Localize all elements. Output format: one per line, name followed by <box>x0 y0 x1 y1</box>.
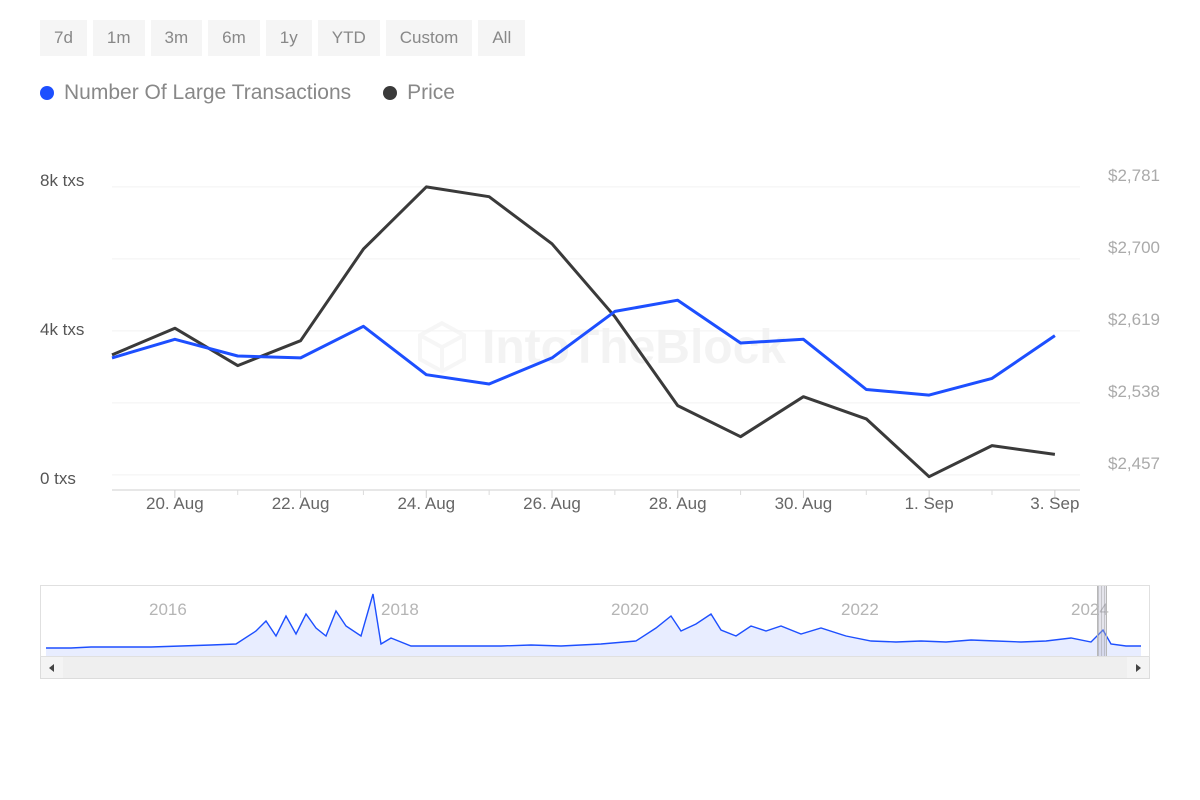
y-axis-right-label: $2,781 <box>1108 166 1160 186</box>
scroll-left-button[interactable] <box>41 657 63 678</box>
time-range-selector: 7d 1m 3m 6m 1y YTD Custom All <box>40 20 1160 56</box>
x-axis-label: 20. Aug <box>146 494 204 514</box>
y-axis-left-label: 8k txs <box>40 171 84 191</box>
x-axis-label: 24. Aug <box>397 494 455 514</box>
navigator-scrollbar[interactable] <box>40 657 1150 679</box>
legend-dot-icon <box>383 86 397 100</box>
legend-label: Price <box>407 81 455 105</box>
x-axis-label: 30. Aug <box>775 494 833 514</box>
range-btn-6m[interactable]: 6m <box>208 20 260 56</box>
range-btn-1y[interactable]: 1y <box>266 20 312 56</box>
range-btn-custom[interactable]: Custom <box>386 20 473 56</box>
range-btn-1m[interactable]: 1m <box>93 20 145 56</box>
y-axis-left-label: 0 txs <box>40 469 76 489</box>
chart-container: 7d 1m 3m 6m 1y YTD Custom All Number Of … <box>0 0 1200 800</box>
navigator-year-label: 2018 <box>381 600 419 620</box>
range-btn-3m[interactable]: 3m <box>151 20 203 56</box>
time-navigator[interactable]: 20162018202020222024 <box>40 585 1150 657</box>
navigator-year-label: 2016 <box>149 600 187 620</box>
y-axis-right-label: $2,619 <box>1108 310 1160 330</box>
legend-label: Number Of Large Transactions <box>64 81 351 105</box>
scroll-right-button[interactable] <box>1127 657 1149 678</box>
x-axis-label: 26. Aug <box>523 494 581 514</box>
navigator-year-label: 2022 <box>841 600 879 620</box>
range-btn-7d[interactable]: 7d <box>40 20 87 56</box>
legend-item-price[interactable]: Price <box>383 81 455 105</box>
chart-legend: Number Of Large Transactions Price <box>40 81 1160 105</box>
x-axis-label: 22. Aug <box>272 494 330 514</box>
y-axis-right-label: $2,700 <box>1108 238 1160 258</box>
x-axis-label: 1. Sep <box>905 494 954 514</box>
legend-item-transactions[interactable]: Number Of Large Transactions <box>40 81 351 105</box>
legend-dot-icon <box>40 86 54 100</box>
x-axis-label: 28. Aug <box>649 494 707 514</box>
navigator-year-label: 2020 <box>611 600 649 620</box>
navigator-selection-handle[interactable] <box>1097 586 1107 656</box>
range-btn-ytd[interactable]: YTD <box>318 20 380 56</box>
y-axis-right-label: $2,538 <box>1108 382 1160 402</box>
y-axis-left-label: 4k txs <box>40 320 84 340</box>
y-axis-right-label: $2,457 <box>1108 454 1160 474</box>
chart-svg <box>40 160 1160 540</box>
triangle-left-icon <box>48 663 56 673</box>
x-axis-label: 3. Sep <box>1030 494 1079 514</box>
main-chart[interactable]: IntoTheBlock 8k txs4k txs0 txs $2,781$2,… <box>40 160 1160 540</box>
triangle-right-icon <box>1134 663 1142 673</box>
navigator-svg <box>41 586 1149 656</box>
range-btn-all[interactable]: All <box>478 20 525 56</box>
